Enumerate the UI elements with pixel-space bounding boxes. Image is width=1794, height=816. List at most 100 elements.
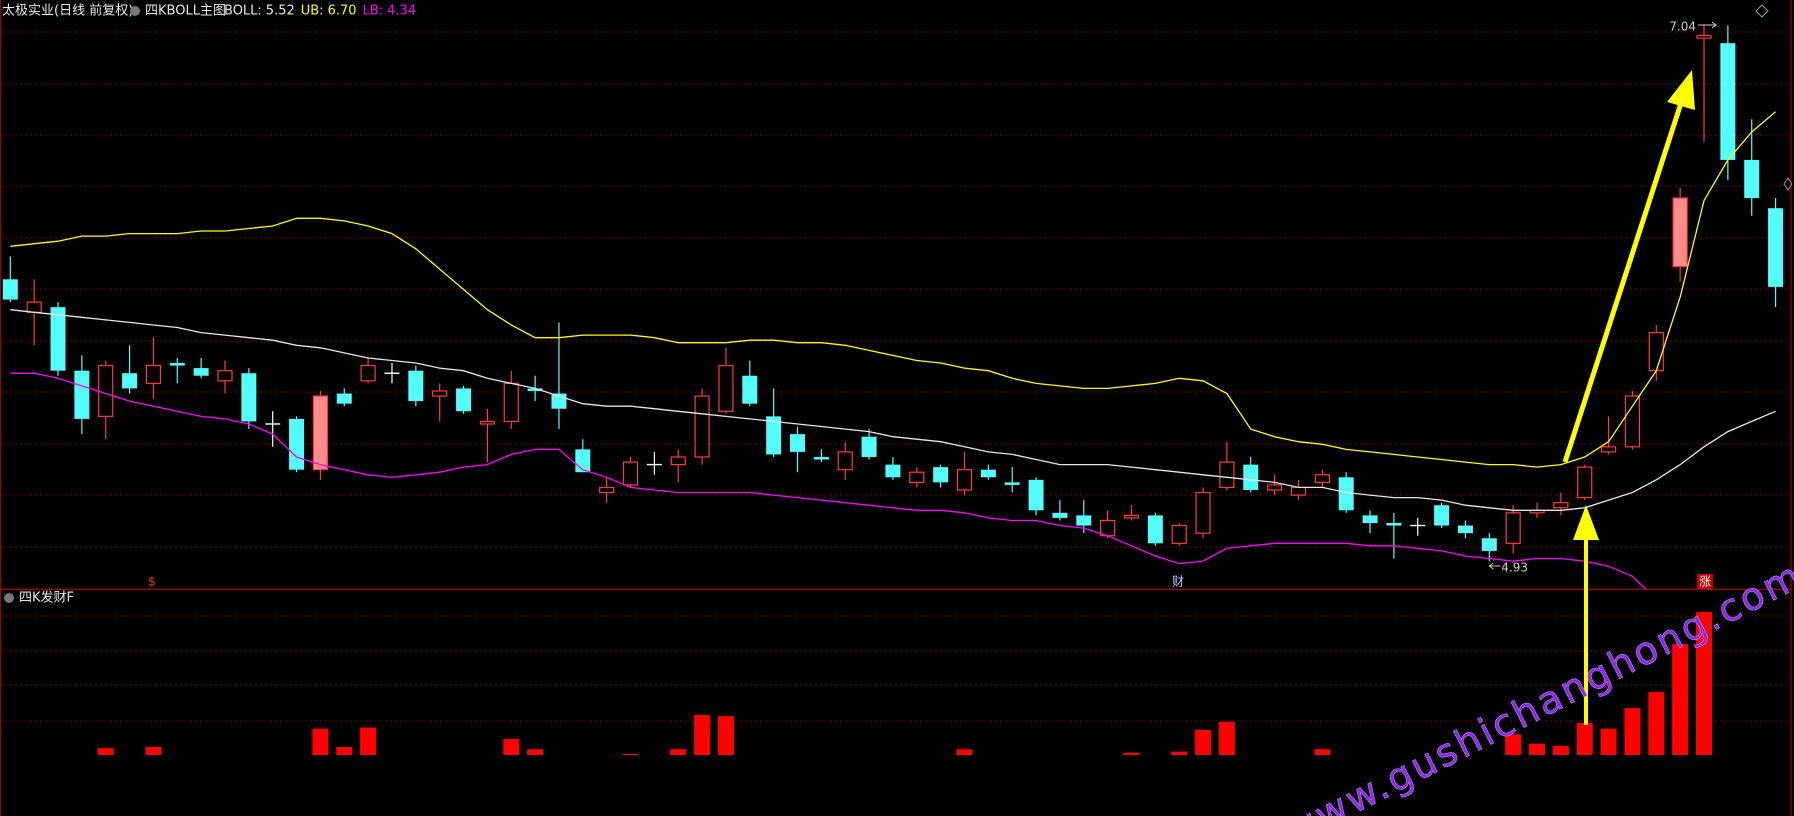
- candle-body: [694, 395, 710, 458]
- low-pointer: [1488, 562, 1501, 570]
- candle-body: [1481, 538, 1497, 551]
- candle-body: [1386, 522, 1402, 526]
- legend-name: LB:: [363, 4, 384, 19]
- candle-body: [217, 370, 233, 382]
- candle-body: [527, 388, 543, 391]
- arrow-head: [1573, 505, 1599, 540]
- candle-body: [1600, 446, 1617, 453]
- candle-body: [1195, 491, 1211, 534]
- bar: [1624, 708, 1641, 755]
- candle-body: [1505, 512, 1521, 544]
- candle-body: [98, 364, 114, 417]
- bar: [1505, 734, 1522, 755]
- stock-name: 太极实业(日线 前复权): [2, 3, 133, 19]
- candle-body: [1314, 474, 1330, 483]
- high-pointer: [1698, 21, 1717, 29]
- candle-body: [1243, 464, 1259, 490]
- bar: [360, 727, 377, 755]
- menu-icon[interactable]: [4, 593, 14, 603]
- candle-body: [1720, 43, 1736, 160]
- candle-body: [1123, 514, 1140, 519]
- candle-body: [861, 436, 877, 457]
- bar: [1314, 749, 1331, 755]
- candle-body: [1338, 477, 1354, 511]
- candle-body: [50, 307, 66, 371]
- bar: [527, 749, 544, 755]
- bar: [336, 746, 353, 755]
- bar: [956, 749, 973, 755]
- candle-body: [1624, 395, 1641, 448]
- bar: [145, 746, 162, 755]
- bar: [1218, 721, 1235, 755]
- candle-body: [599, 486, 615, 494]
- candle-body: [1577, 466, 1593, 499]
- legend-value: 4.34: [387, 4, 416, 19]
- candle-body: [885, 464, 901, 478]
- candle-body: [1744, 159, 1760, 199]
- candle-body: [145, 364, 162, 384]
- candle-body: [980, 469, 996, 478]
- candle-body: [718, 364, 734, 412]
- corner-icon[interactable]: [1755, 4, 1769, 18]
- candle-body: [1696, 34, 1712, 39]
- bar: [1600, 728, 1617, 755]
- menu-icon[interactable]: [130, 6, 140, 16]
- candle-body: [1147, 515, 1163, 544]
- event-marker: $: [148, 575, 156, 589]
- legend-name: UB:: [301, 4, 324, 19]
- bar: [717, 716, 734, 755]
- candle-body: [360, 364, 376, 382]
- corner-icon[interactable]: [1783, 177, 1793, 191]
- bar: [1576, 722, 1593, 755]
- candle-body: [1672, 197, 1688, 268]
- bar: [1195, 729, 1212, 755]
- bar: [1696, 612, 1713, 755]
- candle-body: [1028, 479, 1044, 511]
- candle-body: [1100, 519, 1116, 537]
- bar: [1529, 743, 1546, 755]
- candle-body: [1267, 484, 1283, 491]
- candle-body: [1648, 331, 1664, 372]
- candle-body: [1768, 208, 1784, 287]
- bar: [97, 748, 114, 755]
- candle-body: [336, 393, 352, 404]
- arrows: [1562, 70, 1695, 725]
- bar: [503, 738, 520, 755]
- candle-body: [742, 375, 758, 404]
- candle-body: [1434, 505, 1450, 526]
- candle-body: [122, 373, 138, 389]
- candle-body: [622, 461, 639, 486]
- candle-body: [193, 368, 209, 376]
- candle-body: [479, 420, 495, 425]
- candle-body: [503, 382, 519, 423]
- candle-body: [2, 279, 18, 300]
- arrow: [1562, 99, 1685, 463]
- candle-body: [1076, 515, 1092, 526]
- candle-body: [1219, 461, 1235, 489]
- candle-body: [956, 469, 973, 491]
- candle-body: [575, 449, 591, 473]
- event-marker: 涨: [1699, 574, 1711, 589]
- candle-body: [1052, 512, 1068, 518]
- candle-body: [289, 418, 305, 470]
- candle-body: [408, 370, 424, 402]
- candle-body: [766, 416, 782, 455]
- candle-body: [26, 301, 42, 313]
- band-line: [10, 111, 1777, 468]
- candle-body: [909, 471, 925, 483]
- legend-name: BOLL:: [224, 4, 262, 19]
- candle-body: [1171, 524, 1187, 544]
- candle-body: [1553, 502, 1569, 509]
- bar: [694, 714, 711, 755]
- candle-body: [813, 456, 829, 460]
- candle-body: [1290, 486, 1307, 496]
- low-label: 4.93: [1501, 561, 1528, 575]
- candle-body: [169, 363, 185, 366]
- bar: [1672, 644, 1689, 755]
- candle-body: [1004, 482, 1020, 485]
- band-line: [10, 309, 1776, 511]
- band-line: [10, 372, 1647, 589]
- bar: [1552, 745, 1569, 755]
